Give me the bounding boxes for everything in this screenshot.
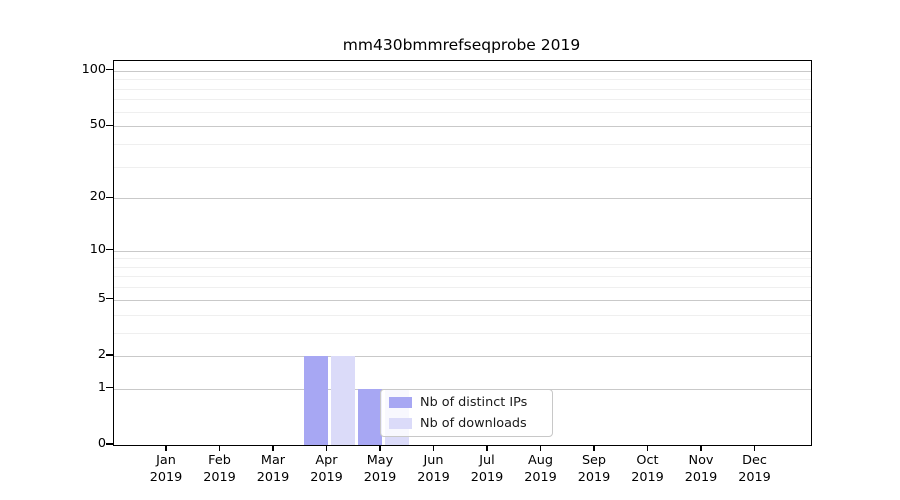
gridline-major: [114, 126, 811, 128]
legend-item: Nb of distinct IPs: [389, 392, 544, 413]
x-tick-label: Sep 2019: [577, 453, 611, 485]
x-tick-mark: [539, 445, 542, 451]
x-tick-mark: [593, 445, 595, 451]
y-tick-label: 20: [89, 189, 106, 205]
y-tick-mark: [106, 354, 113, 356]
x-tick-mark: [325, 445, 328, 451]
y-tick-mark: [106, 387, 113, 389]
gridline-minor: [114, 166, 811, 168]
legend-item-label: Nb of distinct IPs: [420, 395, 528, 410]
legend-item: Nb of downloads: [389, 413, 544, 434]
x-tick-label: Oct 2019: [631, 453, 664, 485]
y-tick-mark: [106, 443, 113, 445]
y-tick-mark: [106, 298, 113, 300]
x-tick-mark: [432, 445, 435, 451]
gridline-major: [114, 70, 811, 72]
y-tick-mark: [106, 124, 113, 126]
y-tick-label: 2: [97, 346, 106, 362]
x-tick-label: Jun 2019: [417, 453, 450, 485]
gridline-major: [114, 355, 811, 357]
y-tick-mark: [106, 248, 113, 251]
y-tick-label: 10: [89, 241, 106, 257]
gridline-minor: [114, 111, 811, 113]
gridline-minor: [114, 258, 811, 260]
x-tick-mark: [486, 445, 488, 451]
gridline-minor: [114, 143, 811, 145]
gridline-minor: [114, 88, 811, 90]
y-tick-label: 0: [97, 436, 106, 451]
gridline-minor: [114, 276, 811, 278]
legend-swatch-distinct-ips: [389, 396, 412, 409]
x-tick-mark: [646, 445, 649, 451]
x-tick-mark: [165, 445, 167, 451]
y-tick-label: 5: [97, 290, 106, 306]
x-tick-label: Aug 2019: [524, 453, 557, 485]
gridline-major: [114, 299, 811, 301]
x-tick-mark: [272, 445, 274, 451]
x-tick-label: Feb 2019: [203, 453, 236, 485]
bar-distinct-ips: [304, 355, 328, 445]
x-tick-label: Jan 2019: [149, 453, 183, 485]
x-tick-mark: [218, 445, 221, 451]
x-tick-mark: [379, 445, 381, 451]
gridline-major: [114, 198, 811, 200]
x-tick-label: Jul 2019: [470, 453, 504, 485]
gridline-major: [114, 250, 811, 252]
gridline-minor: [114, 314, 811, 316]
gridline-minor: [114, 99, 811, 101]
x-tick-label: Nov 2019: [684, 453, 718, 485]
chart-title: mm430bmmrefseqprobe 2019: [342, 36, 581, 54]
x-tick-label: Mar 2019: [256, 453, 290, 485]
x-tick-mark: [753, 445, 756, 451]
gridline-minor: [114, 287, 811, 289]
legend-item-label: Nb of downloads: [420, 416, 527, 431]
y-tick-label: 50: [89, 117, 106, 133]
y-tick-mark: [106, 196, 113, 198]
legend-swatch-downloads: [389, 417, 412, 430]
bar-downloads: [331, 355, 355, 445]
gridline-minor: [114, 332, 811, 334]
y-tick-mark: [106, 69, 113, 71]
x-tick-mark: [700, 445, 702, 451]
bar-distinct-ips: [357, 388, 382, 445]
x-tick-label: May 2019: [363, 453, 397, 485]
y-tick-label: 1: [97, 379, 106, 395]
gridline-minor: [114, 79, 811, 81]
plot-area: [113, 60, 812, 446]
x-tick-label: Apr 2019: [310, 453, 343, 485]
y-tick-label: 100: [81, 61, 106, 77]
gridline-minor: [114, 266, 811, 268]
x-tick-label: Dec 2019: [738, 453, 771, 485]
legend: Nb of distinct IPs Nb of downloads: [380, 389, 553, 437]
